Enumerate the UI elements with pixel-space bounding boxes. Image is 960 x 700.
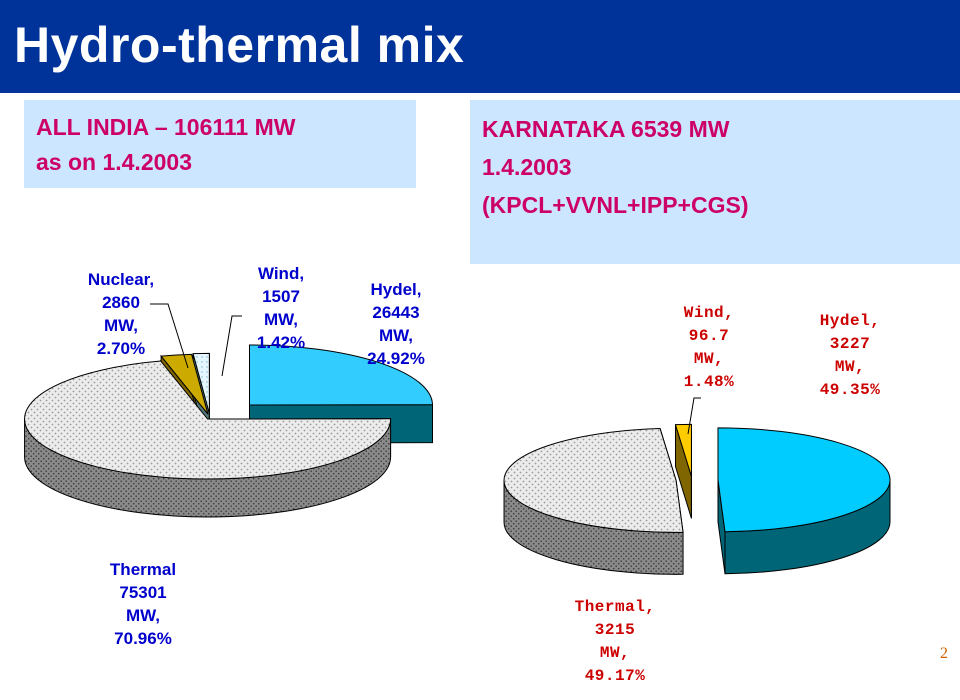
karnataka-wind-label: Wind, 96.7 MW, 1.48% <box>664 302 754 394</box>
all-india-hydel-label-l3: MW, <box>379 326 413 345</box>
all-india-nuclear-label-l2: 2860 <box>102 293 140 312</box>
karnataka-caption-box: KARNATAKA 6539 MW 1.4.2003 (KPCL+VVNL+IP… <box>470 100 960 264</box>
karnataka-thermal-label-l3: MW, <box>599 644 631 662</box>
karnataka-thermal-label-l1: Thermal, <box>574 598 656 616</box>
all-india-nuclear-label-l3: MW, <box>104 316 138 335</box>
page-number: 2 <box>940 645 948 662</box>
karnataka-hydel-label-l2: 3227 <box>829 335 871 353</box>
karnataka-wind-label-l4: 1.48% <box>683 373 735 391</box>
all-india-caption-box: ALL INDIA – 106111 MW as on 1.4.2003 <box>24 100 416 188</box>
all-india-thermal-label: Thermal 75301 MW, 70.96% <box>88 558 198 650</box>
all-india-wind-label-l1: Wind, <box>257 264 305 283</box>
karnataka-wind-leader <box>687 397 701 435</box>
all-india-nuclear-leader <box>150 303 189 369</box>
karnataka-hydel-label-l3: MW, <box>834 358 866 376</box>
all-india-thermal-label-l4: 70.96% <box>114 629 172 648</box>
all-india-hydel-label: Hydel, 26443 MW, 24.92% <box>346 278 446 370</box>
all-india-wind-slice <box>192 352 210 414</box>
all-india-nuclear-slice <box>160 353 209 415</box>
karnataka-hydel-label-l1: Hydel, <box>819 312 881 330</box>
all-india-hydel-label-l4: 24.92% <box>367 349 425 368</box>
all-india-thermal-slice <box>24 360 392 480</box>
all-india-nuclear-label-l1: Nuclear, <box>87 270 155 289</box>
karnataka-pie-chart <box>503 423 891 575</box>
karnataka-wind-label-l3: MW, <box>693 350 725 368</box>
slide-title: Hydro-thermal mix <box>14 17 465 73</box>
karnataka-wind-label-l1: Wind, <box>683 304 735 322</box>
karnataka-hydel-label-l4: 49.35% <box>819 381 881 399</box>
karnataka-wind-slice <box>674 423 692 477</box>
all-india-hydel-slice <box>248 344 434 406</box>
all-india-nuclear-label-l4: 2.70% <box>96 339 146 358</box>
karnataka-caption-line2: 1.4.2003 <box>482 154 572 180</box>
all-india-wind-label: Wind, 1507 MW, 1.42% <box>236 262 326 354</box>
title-bar <box>0 0 960 93</box>
all-india-pie-chart <box>24 344 434 518</box>
all-india-wind-label-l4: 1.42% <box>256 333 306 352</box>
karnataka-caption-line3: (KPCL+VVNL+IPP+CGS) <box>482 192 749 218</box>
karnataka-hydel-slice <box>717 427 891 533</box>
karnataka-thermal-label-l4: 49.17% <box>584 667 646 685</box>
all-india-wind-leader <box>221 315 242 377</box>
all-india-hydel-label-l2: 26443 <box>372 303 420 322</box>
label-leader-lines <box>150 303 701 435</box>
all-india-nuclear-label: Nuclear, 2860 MW, 2.70% <box>66 268 176 360</box>
all-india-caption-line1: ALL INDIA – 106111 MW <box>36 114 296 140</box>
all-india-caption-line2: as on 1.4.2003 <box>36 149 192 175</box>
all-india-thermal-label-l1: Thermal <box>109 560 177 579</box>
all-india-wind-label-l2: 1507 <box>262 287 300 306</box>
karnataka-thermal-slice <box>503 428 684 533</box>
karnataka-thermal-label: Thermal, 3215 MW, 49.17% <box>560 596 670 688</box>
karnataka-wind-label-l2: 96.7 <box>688 327 730 345</box>
karnataka-hydel-label: Hydel, 3227 MW, 49.35% <box>800 310 900 402</box>
all-india-hydel-label-l1: Hydel, <box>370 280 422 299</box>
karnataka-thermal-label-l2: 3215 <box>594 621 636 639</box>
all-india-thermal-label-l3: MW, <box>126 606 160 625</box>
all-india-wind-label-l3: MW, <box>264 310 298 329</box>
karnataka-caption-line1: KARNATAKA 6539 MW <box>482 116 730 142</box>
all-india-thermal-label-l2: 75301 <box>119 583 167 602</box>
